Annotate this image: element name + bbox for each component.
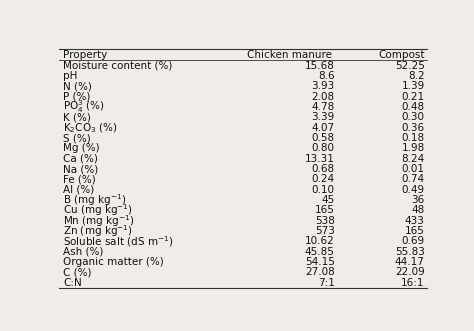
Text: 3.39: 3.39 [311, 113, 335, 122]
Text: 44.17: 44.17 [395, 257, 425, 267]
Text: 0.68: 0.68 [311, 164, 335, 174]
Text: 22.09: 22.09 [395, 267, 425, 277]
Text: K (%): K (%) [63, 113, 91, 122]
Text: Ca (%): Ca (%) [63, 154, 98, 164]
Text: 0.01: 0.01 [402, 164, 425, 174]
Text: 36: 36 [411, 195, 425, 205]
Text: 8.2: 8.2 [408, 71, 425, 81]
Text: Moisture content (%): Moisture content (%) [63, 61, 172, 71]
Text: 0.36: 0.36 [401, 123, 425, 133]
Text: 55.83: 55.83 [395, 247, 425, 257]
Text: 1.39: 1.39 [401, 81, 425, 91]
Text: PO$_4^3$ (%): PO$_4^3$ (%) [63, 99, 105, 116]
Text: 165: 165 [405, 226, 425, 236]
Text: 4.78: 4.78 [311, 102, 335, 112]
Text: Cu (mg kg$^{-1}$): Cu (mg kg$^{-1}$) [63, 203, 133, 218]
Text: S (%): S (%) [63, 133, 91, 143]
Text: 27.08: 27.08 [305, 267, 335, 277]
Text: B (mg kg$^{-1}$): B (mg kg$^{-1}$) [63, 192, 126, 208]
Text: Al (%): Al (%) [63, 185, 94, 195]
Text: Na (%): Na (%) [63, 164, 98, 174]
Text: 4.07: 4.07 [311, 123, 335, 133]
Text: Mg (%): Mg (%) [63, 143, 100, 153]
Text: 2.08: 2.08 [311, 92, 335, 102]
Text: Organic matter (%): Organic matter (%) [63, 257, 164, 267]
Text: 0.58: 0.58 [311, 133, 335, 143]
Text: 538: 538 [315, 216, 335, 226]
Text: 0.80: 0.80 [312, 143, 335, 153]
Text: 0.49: 0.49 [401, 185, 425, 195]
Text: 165: 165 [315, 205, 335, 215]
Text: 48: 48 [411, 205, 425, 215]
Text: P (%): P (%) [63, 92, 91, 102]
Text: 54.15: 54.15 [305, 257, 335, 267]
Text: 10.62: 10.62 [305, 236, 335, 246]
Text: 8.24: 8.24 [401, 154, 425, 164]
Text: 0.10: 0.10 [312, 185, 335, 195]
Text: C (%): C (%) [63, 267, 91, 277]
Text: 16:1: 16:1 [401, 278, 425, 288]
Text: Ash (%): Ash (%) [63, 247, 103, 257]
Text: 573: 573 [315, 226, 335, 236]
Text: Mn (mg kg$^{-1}$): Mn (mg kg$^{-1}$) [63, 213, 135, 229]
Text: 0.24: 0.24 [311, 174, 335, 184]
Text: 433: 433 [405, 216, 425, 226]
Text: 0.74: 0.74 [401, 174, 425, 184]
Text: 1.98: 1.98 [401, 143, 425, 153]
Text: 3.93: 3.93 [311, 81, 335, 91]
Text: Fe (%): Fe (%) [63, 174, 96, 184]
Text: 0.18: 0.18 [401, 133, 425, 143]
Text: 13.31: 13.31 [305, 154, 335, 164]
Text: 15.68: 15.68 [305, 61, 335, 71]
Text: 0.30: 0.30 [402, 113, 425, 122]
Text: Zn (mg kg$^{-1}$): Zn (mg kg$^{-1}$) [63, 223, 133, 239]
Text: 45.85: 45.85 [305, 247, 335, 257]
Text: 52.25: 52.25 [395, 61, 425, 71]
Text: pH: pH [63, 71, 77, 81]
Text: N (%): N (%) [63, 81, 92, 91]
Text: 0.69: 0.69 [401, 236, 425, 246]
Text: K$_2$CO$_3$ (%): K$_2$CO$_3$ (%) [63, 121, 118, 134]
Text: 8.6: 8.6 [318, 71, 335, 81]
Text: 7:1: 7:1 [318, 278, 335, 288]
Text: Property: Property [63, 50, 107, 60]
Text: Chicken manure: Chicken manure [246, 50, 332, 60]
Text: C:N: C:N [63, 278, 82, 288]
Text: 0.48: 0.48 [401, 102, 425, 112]
Text: 0.21: 0.21 [401, 92, 425, 102]
Text: Soluble salt (dS m$^{-1}$): Soluble salt (dS m$^{-1}$) [63, 234, 173, 249]
Text: Compost: Compost [378, 50, 425, 60]
Text: 45: 45 [321, 195, 335, 205]
